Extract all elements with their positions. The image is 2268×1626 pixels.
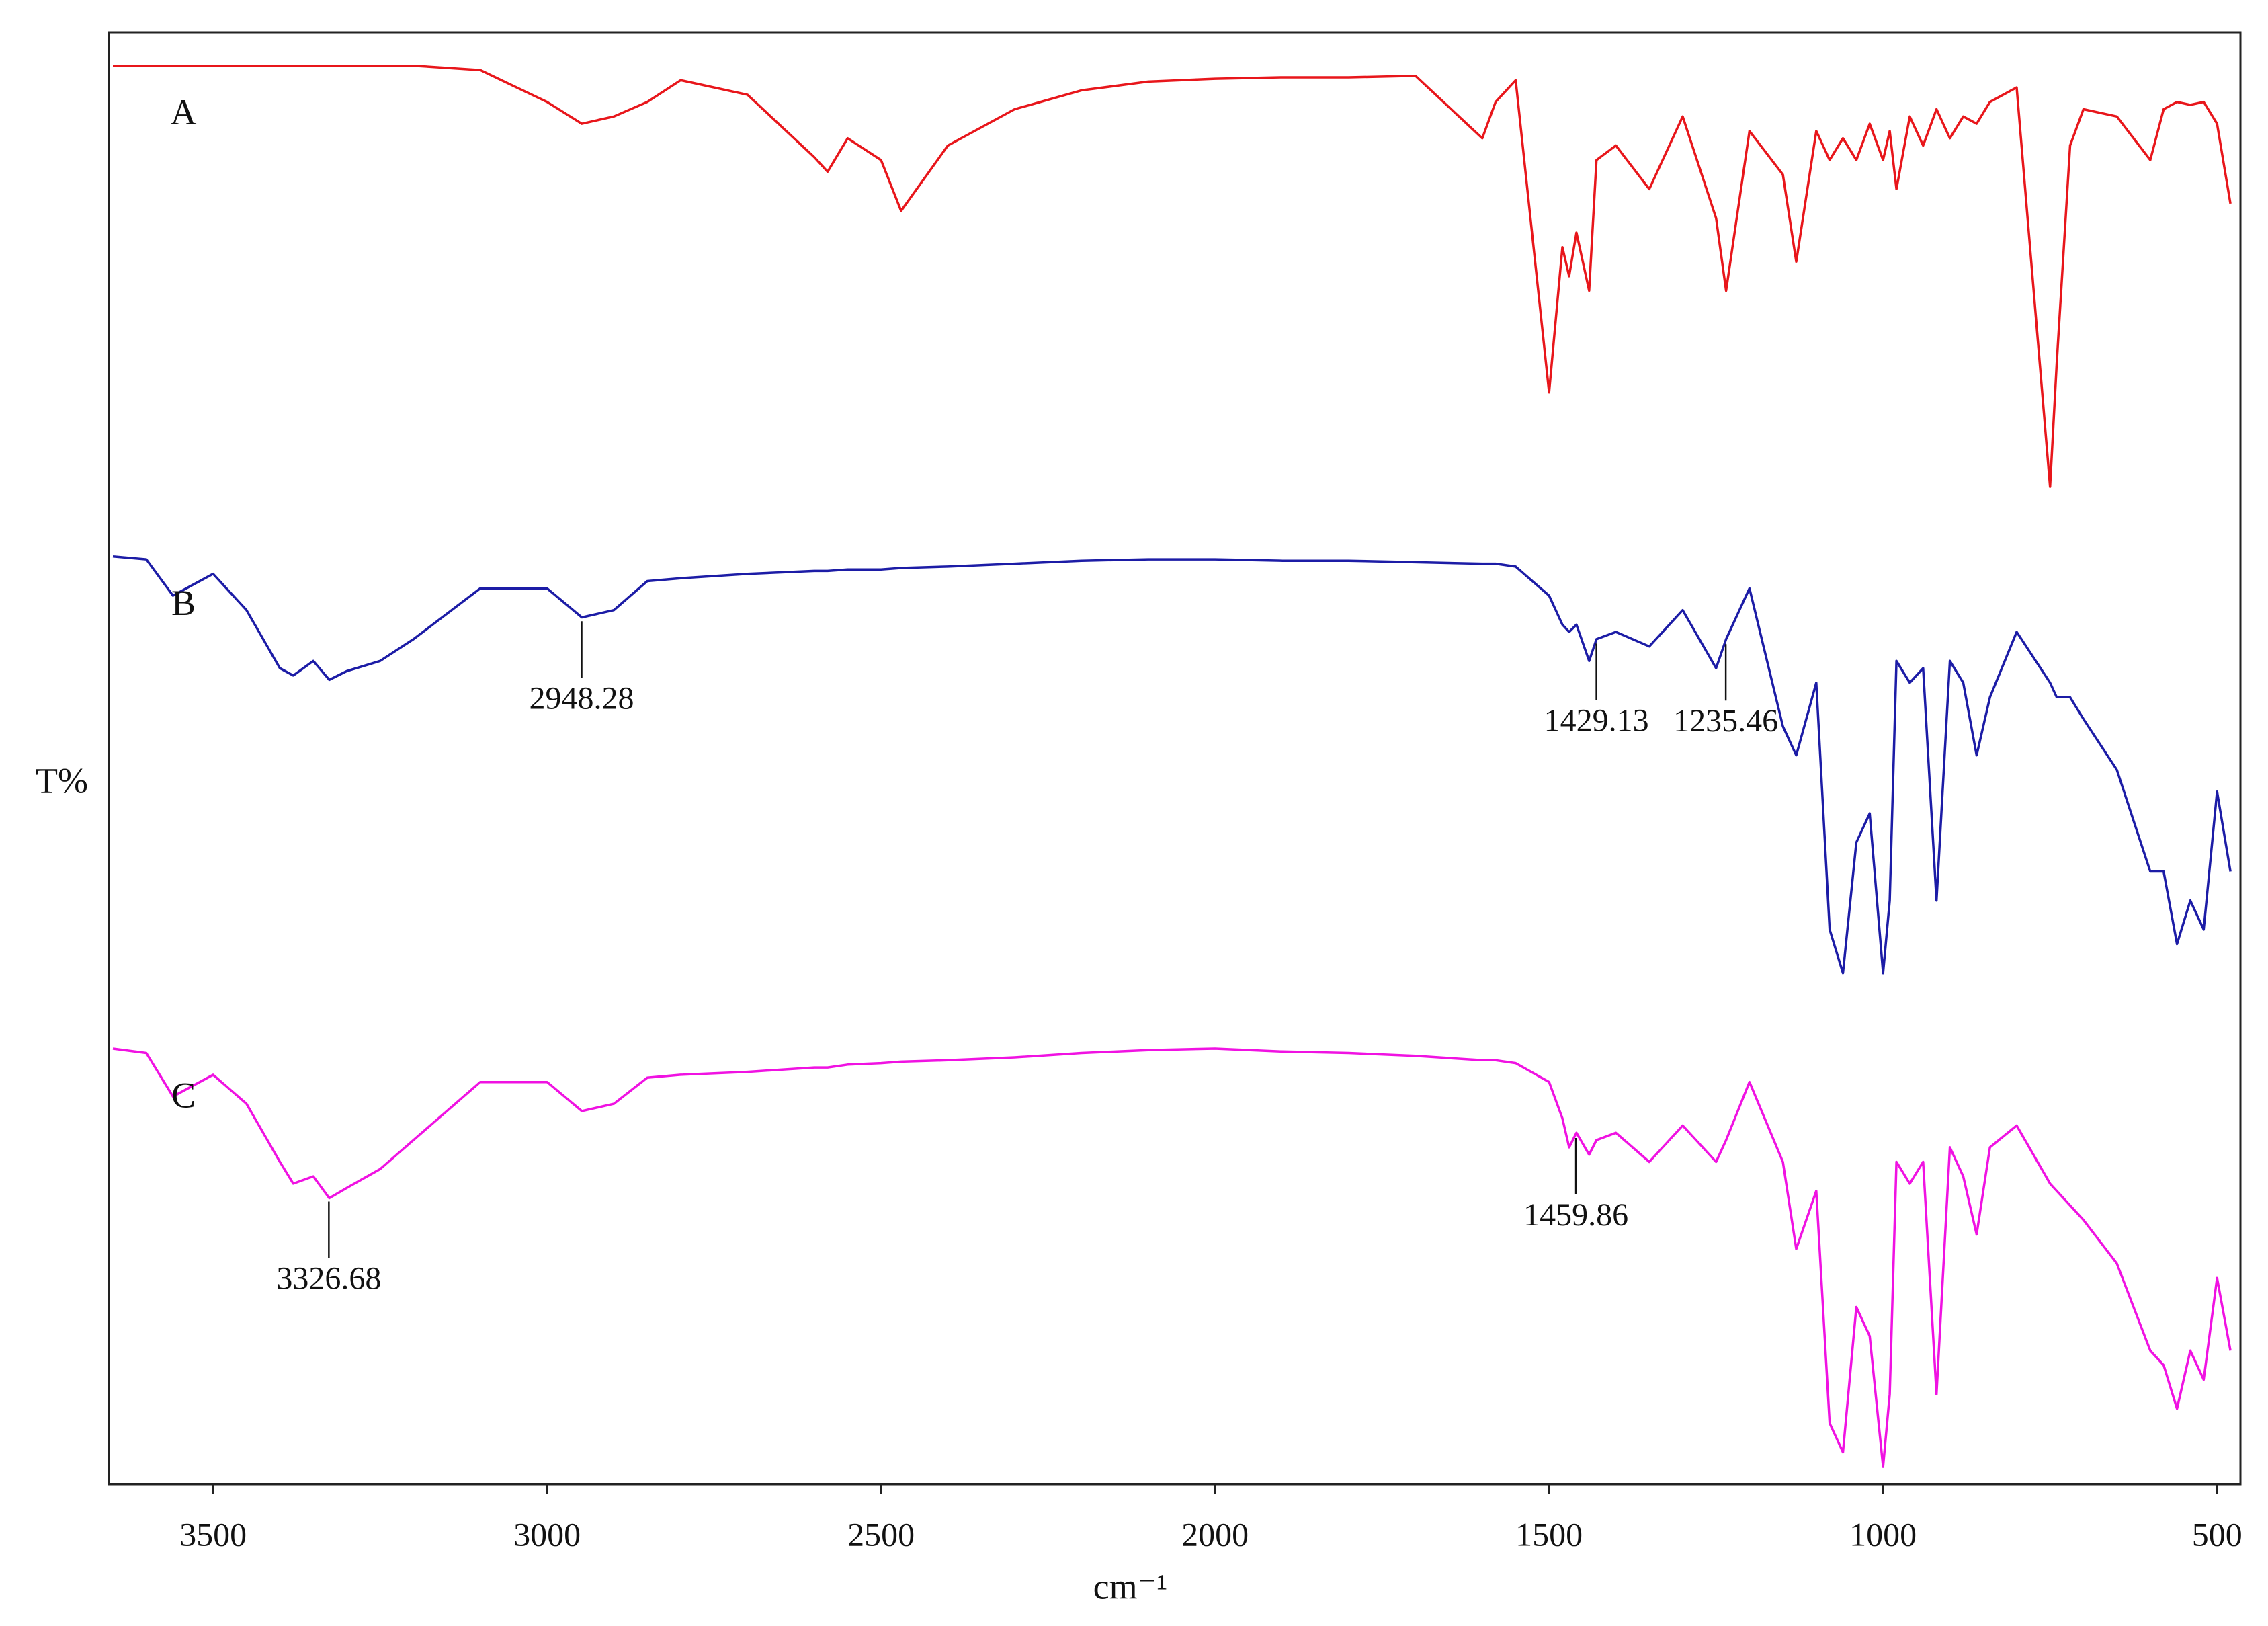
x-tick-label: 3500 bbox=[179, 1515, 247, 1553]
x-tick-label: 2000 bbox=[1181, 1515, 1249, 1553]
x-tick-label: 500 bbox=[2192, 1515, 2242, 1553]
peak-label: 2948.28 bbox=[530, 680, 634, 716]
peak-label: 1235.46 bbox=[1673, 703, 1778, 739]
spectrum-line bbox=[112, 1047, 2232, 1468]
spectrum-line bbox=[112, 555, 2232, 975]
peak-label: 3326.68 bbox=[276, 1261, 381, 1297]
x-axis-label: cm⁻¹ bbox=[1093, 1566, 1168, 1607]
peak-label: 1429.13 bbox=[1544, 702, 1649, 738]
y-axis-label: T% bbox=[36, 760, 88, 801]
x-tick-label: 1000 bbox=[1849, 1515, 1917, 1553]
x-tick-label: 3000 bbox=[513, 1515, 581, 1553]
spectrum-line bbox=[113, 64, 2232, 488]
x-tick-label: 2500 bbox=[847, 1515, 915, 1553]
peak-label: 1459.86 bbox=[1523, 1197, 1628, 1233]
series-label: A bbox=[170, 92, 196, 132]
x-tick-label: 1500 bbox=[1515, 1515, 1583, 1553]
series-label: C bbox=[171, 1075, 196, 1115]
plot-frame bbox=[108, 31, 2242, 1486]
series-label: B bbox=[171, 583, 196, 623]
